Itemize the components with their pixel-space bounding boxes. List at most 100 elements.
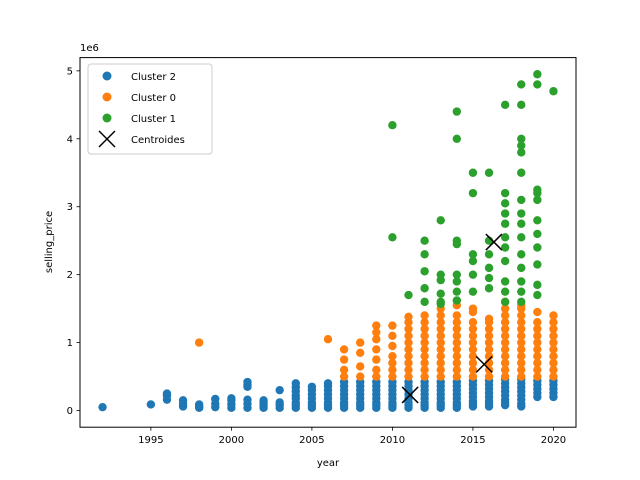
cluster-1-point bbox=[517, 287, 526, 296]
cluster-0-point bbox=[468, 365, 478, 374]
x-tick-label: 2015 bbox=[460, 435, 485, 446]
cluster-0-point bbox=[404, 312, 413, 321]
cluster-1-point bbox=[533, 260, 542, 269]
cluster-1-point bbox=[436, 297, 445, 307]
cluster-1-point bbox=[388, 233, 397, 242]
cluster-0-point bbox=[436, 345, 445, 354]
cluster-0-point bbox=[404, 345, 413, 354]
cluster-0-point bbox=[549, 311, 558, 320]
cluster-0-point bbox=[388, 321, 397, 330]
cluster-1-point bbox=[517, 233, 526, 242]
cluster-0-point bbox=[436, 311, 445, 320]
cluster-0-point bbox=[388, 331, 397, 341]
cluster-0-point bbox=[420, 338, 429, 347]
cluster-1-point bbox=[517, 168, 526, 177]
cluster-0-point bbox=[420, 372, 429, 381]
cluster-1-point bbox=[420, 236, 429, 245]
centroid-marker bbox=[475, 355, 493, 373]
cluster-0-point bbox=[372, 345, 381, 354]
cluster-0-point bbox=[404, 372, 413, 381]
cluster-1-point bbox=[500, 233, 510, 242]
cluster-0-point bbox=[533, 358, 542, 368]
cluster-2-point bbox=[243, 377, 252, 387]
cluster-0-point bbox=[452, 338, 462, 347]
cluster-0-point bbox=[420, 331, 429, 341]
cluster-1-point bbox=[452, 236, 462, 245]
cluster-1-point bbox=[500, 256, 510, 266]
cluster-0-point bbox=[468, 372, 478, 381]
cluster-0-point bbox=[517, 311, 526, 320]
cluster-0-point bbox=[468, 331, 478, 341]
cluster-0-point bbox=[484, 345, 494, 354]
cluster-2-point bbox=[243, 395, 252, 404]
cluster-0-point bbox=[452, 352, 462, 361]
x-tick-label: 2000 bbox=[219, 435, 244, 446]
cluster-1-point bbox=[500, 243, 510, 252]
cluster-0-point bbox=[388, 358, 397, 368]
cluster-1-point bbox=[500, 199, 510, 208]
cluster-0-point bbox=[356, 338, 365, 347]
cluster-1-point bbox=[468, 168, 478, 177]
y-tick-label: 3 bbox=[67, 202, 73, 213]
x-tick-label: 2005 bbox=[299, 435, 324, 446]
cluster-0-point bbox=[404, 331, 413, 341]
cluster-0-point bbox=[468, 358, 478, 368]
x-axis-ticks: 1995 2000 2005 2010 2015 2020 bbox=[138, 427, 566, 446]
cluster-1-point bbox=[533, 290, 542, 300]
cluster-1-point bbox=[420, 297, 429, 307]
cluster-2-point bbox=[146, 400, 156, 409]
cluster-1-point bbox=[500, 297, 510, 307]
cluster-1-point bbox=[500, 209, 510, 218]
cluster-0-point bbox=[468, 338, 478, 347]
cluster-0-point bbox=[517, 372, 526, 381]
x-tick-label: 1995 bbox=[138, 435, 163, 446]
cluster-0-point bbox=[452, 318, 462, 327]
cluster-0-point bbox=[339, 365, 349, 374]
y-axis-ticks: 0 1 2 3 4 5 bbox=[67, 66, 80, 417]
cluster-0-point bbox=[436, 331, 445, 341]
cluster-0-point bbox=[500, 304, 510, 313]
cluster-0-point bbox=[533, 338, 542, 347]
cluster-0-point bbox=[436, 324, 445, 334]
cluster-1-point bbox=[533, 195, 542, 205]
cluster-1-point bbox=[533, 216, 542, 225]
cluster-1-point bbox=[533, 185, 542, 194]
cluster-2-point bbox=[194, 400, 204, 409]
cluster-0-point bbox=[484, 338, 494, 347]
cluster-1-point bbox=[533, 70, 542, 79]
centroid-marker bbox=[485, 233, 503, 251]
cluster-1-point bbox=[484, 168, 494, 177]
cluster-1-point bbox=[452, 134, 462, 143]
cluster-0-point bbox=[484, 324, 494, 334]
points-layer bbox=[98, 70, 558, 413]
cluster-0-point bbox=[533, 307, 542, 317]
cluster-1-point bbox=[436, 216, 445, 225]
cluster-1-point bbox=[468, 256, 478, 266]
y-tick-label: 4 bbox=[67, 134, 73, 145]
cluster-0-point bbox=[420, 324, 429, 334]
cluster-1-point bbox=[533, 229, 542, 239]
cluster-1-point bbox=[468, 250, 478, 259]
cluster-0-point bbox=[517, 318, 526, 327]
cluster-0-point bbox=[436, 318, 445, 327]
cluster-2-point bbox=[98, 402, 107, 412]
cluster-1-point bbox=[436, 289, 445, 298]
cluster-0-point bbox=[388, 341, 397, 351]
cluster-0-point bbox=[484, 331, 494, 341]
cluster-0-point bbox=[549, 345, 558, 354]
x-tick-label: 2020 bbox=[541, 435, 566, 446]
cluster-1-point bbox=[500, 287, 510, 296]
cluster-0-point bbox=[468, 352, 478, 361]
cluster-1-point bbox=[500, 100, 510, 110]
cluster-0-point bbox=[500, 318, 510, 327]
cluster-0-point bbox=[404, 365, 413, 374]
cluster-1-point bbox=[404, 290, 413, 300]
cluster-0-point bbox=[372, 372, 381, 381]
cluster-0-point bbox=[339, 372, 349, 381]
legend-label: Cluster 0 bbox=[131, 93, 176, 104]
cluster-0-point bbox=[517, 324, 526, 334]
cluster-1-point bbox=[517, 134, 526, 143]
legend: Cluster 2 Cluster 0 Cluster 1 Centroides bbox=[87, 63, 213, 155]
cluster-2-point bbox=[323, 379, 333, 388]
